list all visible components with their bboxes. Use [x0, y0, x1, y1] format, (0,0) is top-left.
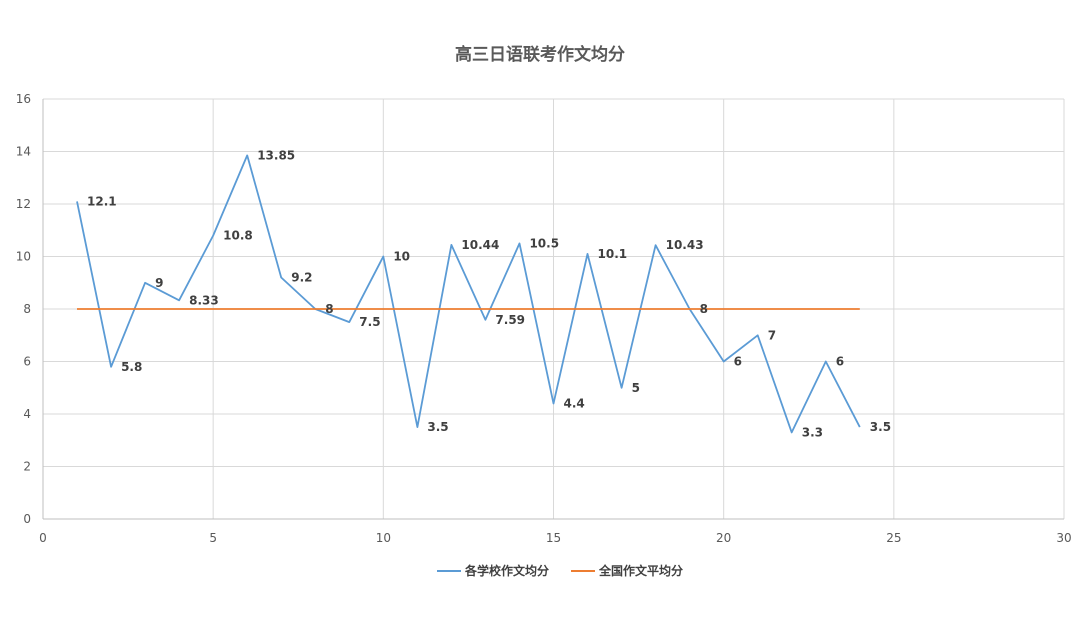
legend-label-2: 全国作文平均分	[598, 563, 683, 578]
data-label: 13.85	[257, 148, 295, 162]
data-label: 9.2	[291, 271, 312, 285]
data-label: 3.5	[427, 420, 448, 434]
y-tick-label: 10	[16, 250, 31, 264]
data-label: 10.43	[666, 238, 704, 252]
series-layer	[76, 154, 861, 434]
data-label: 8.33	[189, 293, 219, 307]
y-tick-label: 4	[23, 407, 31, 421]
series-line-1	[76, 154, 861, 434]
y-tick-label: 16	[16, 92, 31, 106]
data-label: 10.1	[598, 247, 628, 261]
data-label: 3.3	[802, 425, 823, 439]
legend-label-1: 各学校作文均分	[464, 563, 549, 578]
y-tick-label: 0	[23, 512, 31, 526]
y-tick-label: 8	[23, 302, 31, 316]
data-label: 8	[700, 302, 708, 316]
data-label: 9	[155, 276, 163, 290]
data-label: 8	[325, 302, 333, 316]
data-label: 5	[632, 381, 640, 395]
x-tick-label: 5	[209, 531, 217, 545]
data-label: 7	[768, 328, 776, 342]
y-tick-label: 6	[23, 355, 31, 369]
data-label: 4.4	[564, 397, 585, 411]
data-label: 10.5	[529, 236, 559, 250]
data-label: 12.1	[87, 194, 117, 208]
y-tick-label: 12	[16, 197, 31, 211]
data-label: 10	[393, 250, 410, 264]
data-label: 3.5	[870, 420, 891, 434]
grid-layer	[43, 98, 1065, 519]
data-label: 6	[836, 355, 844, 369]
x-tick-label: 20	[716, 531, 731, 545]
chart-title: 高三日语联考作文均分	[455, 44, 625, 65]
x-tick-label: 0	[39, 531, 47, 545]
x-tick-label: 15	[546, 531, 561, 545]
x-tick-label: 25	[886, 531, 901, 545]
legend: 各学校作文均分 全国作文平均分	[437, 563, 683, 578]
axis-layer: 0 2 4 6 8 10 12 14 16 0 5 10 15 20 25 30	[16, 92, 1072, 545]
x-tick-label: 10	[376, 531, 391, 545]
data-label: 6	[734, 355, 742, 369]
y-tick-label: 14	[16, 145, 31, 159]
data-label: 7.59	[495, 313, 525, 327]
x-tick-label: 30	[1056, 531, 1071, 545]
data-label: 10.44	[461, 238, 499, 252]
data-label-layer: 12.1 5.8 9 8.33 10.8 13.85 9.2 8 7.5 10 3.5 10.44 7.…	[87, 148, 891, 439]
data-label: 7.5	[359, 315, 380, 329]
data-label: 10.8	[223, 229, 253, 243]
data-label: 5.8	[121, 360, 142, 374]
y-tick-label: 2	[23, 460, 31, 474]
